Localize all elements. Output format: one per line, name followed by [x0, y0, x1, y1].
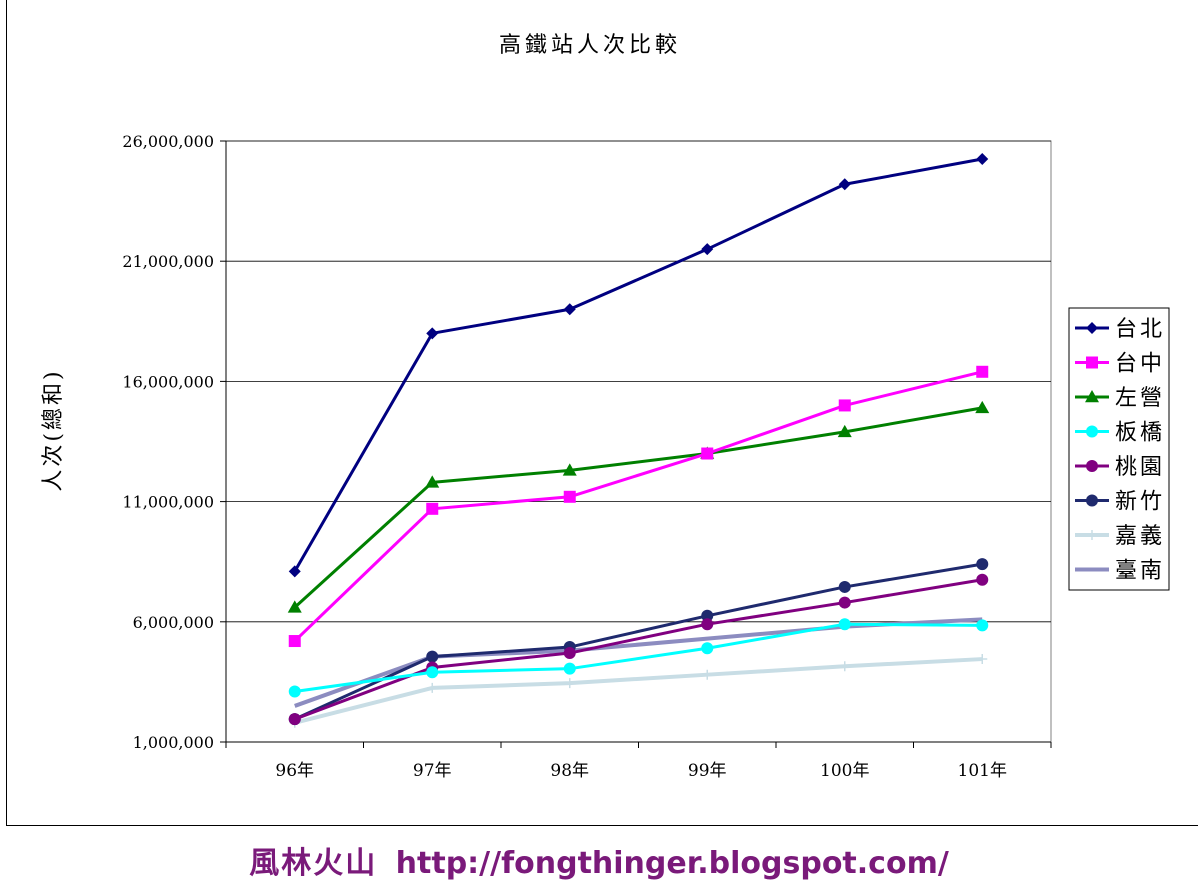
y-tick-label: 6,000,000: [133, 613, 214, 632]
data-point: [837, 424, 852, 438]
data-point: [563, 662, 576, 675]
data-point: [976, 619, 989, 632]
series-line: [293, 406, 983, 609]
data-point: [702, 669, 713, 680]
data-point: [839, 661, 850, 672]
plot-background: [225, 140, 1052, 743]
series-line: [294, 657, 983, 725]
chart: 高鐵站人次比較 人次(總和) 1,000,000 6,000,000 11,000,…: [41, 33, 1170, 781]
legend-label: 左營: [1115, 386, 1165, 411]
legend-label: 嘉義: [1115, 524, 1165, 549]
series-台北: [288, 153, 989, 578]
data-point: [288, 685, 301, 698]
x-tick-label: 101年: [958, 761, 1007, 781]
legend-item: 新竹: [1075, 490, 1165, 515]
legend-marker: [1086, 322, 1098, 334]
y-tick-label: 1,000,000: [133, 733, 214, 752]
chart-frame: [6, 0, 1198, 826]
plot-area: 1,000,000 6,000,000 11,000,000 16,000,000 21…: [122, 132, 1052, 781]
data-point: [425, 475, 440, 488]
data-point: [288, 713, 301, 726]
data-point: [976, 153, 989, 166]
data-point: [563, 303, 576, 316]
legend-label: 台北: [1115, 317, 1165, 342]
y-tick-label: 11,000,000: [122, 493, 214, 512]
y-tick-label: 26,000,000: [122, 132, 214, 151]
y-axis-label: 人次(總和): [41, 368, 66, 491]
series-line: [294, 622, 983, 694]
legend-marker: [1086, 460, 1098, 472]
data-point: [701, 642, 714, 655]
legend-item: 台中: [1075, 352, 1165, 377]
chart-title: 高鐵站人次比較: [499, 33, 681, 58]
x-tick-label: 99年: [688, 761, 727, 781]
legend-marker: [1086, 356, 1098, 369]
data-point: [288, 635, 301, 648]
legend-marker: [1086, 425, 1098, 438]
x-tick-label: 98年: [550, 761, 589, 781]
legend-label: 桃園: [1115, 455, 1165, 480]
legend-label: 新竹: [1115, 490, 1165, 515]
author-name: 風林火山: [249, 846, 378, 881]
data-point: [976, 573, 989, 586]
data-point: [426, 502, 439, 515]
y-tick-label: 16,000,000: [122, 372, 214, 391]
legend-item: 台北: [1075, 317, 1165, 342]
data-point: [562, 463, 577, 476]
legend-item: 左營: [1075, 386, 1165, 411]
data-point: [977, 654, 988, 665]
data-point: [563, 490, 576, 503]
data-point: [427, 682, 438, 693]
data-point: [701, 609, 714, 622]
data-point: [976, 558, 989, 571]
data-point: [838, 596, 851, 609]
data-point: [287, 600, 302, 613]
legend-item: 嘉義: [1075, 524, 1165, 549]
data-point: [426, 327, 439, 340]
series-line: [294, 562, 983, 721]
data-point: [701, 447, 714, 460]
legend-item: 臺南: [1075, 559, 1165, 584]
x-tick-label: 100年: [820, 761, 869, 781]
blog-url-link[interactable]: http://fongthinger.blogspot.com/: [395, 846, 949, 881]
x-tick-label: 96年: [275, 761, 314, 781]
series-台中: [288, 365, 989, 648]
series-板橋: [288, 618, 989, 698]
legend-label: 臺南: [1115, 559, 1165, 584]
legend-marker: [1085, 390, 1099, 403]
data-point: [701, 618, 714, 631]
data-point: [975, 400, 990, 414]
legend-item: 桃園: [1075, 455, 1165, 480]
y-tick-label: 21,000,000: [122, 252, 214, 271]
data-point: [838, 178, 851, 191]
legend-marker: [1086, 494, 1098, 507]
legend-marker: [1087, 530, 1097, 540]
data-point: [426, 650, 439, 663]
legend-item: 板橋: [1075, 421, 1165, 446]
data-point: [838, 580, 851, 593]
data-point: [701, 243, 714, 256]
data-point: [976, 365, 989, 378]
data-point: [564, 678, 575, 689]
series-line: [293, 157, 983, 573]
data-point: [838, 618, 851, 631]
data-point: [426, 666, 439, 679]
data-point: [288, 565, 301, 578]
blog-credit: 風林火山 http://fongthinger.blogspot.com/: [0, 838, 1198, 882]
legend-box: [1068, 307, 1170, 591]
data-point: [838, 399, 851, 412]
legend-label: 板橋: [1115, 421, 1165, 446]
legend-label: 台中: [1115, 352, 1165, 377]
x-tick-label: 97年: [413, 761, 452, 781]
series-line: [293, 370, 983, 643]
data-point: [563, 647, 576, 660]
